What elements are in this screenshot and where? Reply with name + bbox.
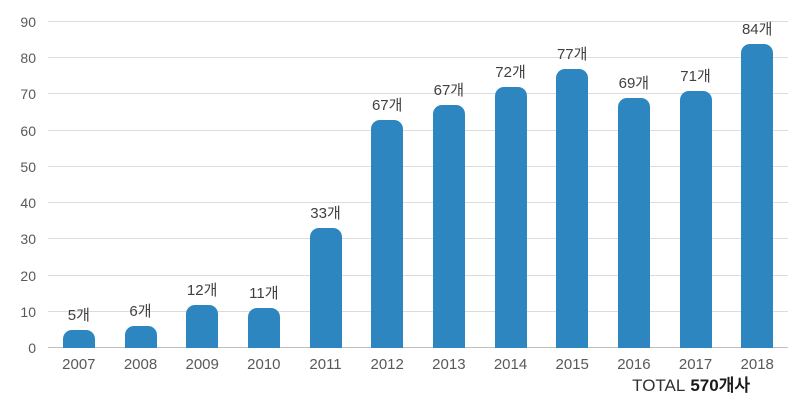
bar	[741, 43, 774, 348]
y-tick-label: 40	[20, 195, 36, 212]
x-tick-label: 2017	[678, 356, 713, 373]
x-axis: 2007 2008 2009 2010 2011 2012 2013 2014 2015 2016…	[48, 356, 788, 374]
y-tick-label: 50	[20, 158, 36, 175]
total-annotation: TOTAL 570개사	[632, 371, 750, 396]
bar-value-label: 12개	[186, 281, 218, 299]
gridline	[48, 202, 788, 204]
bar	[309, 228, 342, 348]
x-tick-label: 2016	[617, 356, 651, 373]
bar-value-label: 72개	[495, 64, 526, 82]
bar	[62, 329, 95, 348]
x-tick-label: 2015	[555, 356, 589, 373]
bar-column: 84개	[726, 22, 788, 348]
y-tick-label: 90	[20, 14, 36, 30]
x-tick-label: 2007	[62, 356, 96, 373]
y-tick-label: 30	[20, 231, 36, 248]
bar	[556, 69, 589, 348]
bar	[432, 105, 465, 348]
y-tick-label: 80	[20, 50, 36, 67]
y-tick-label: 70	[20, 86, 36, 103]
bar-column: 6개	[110, 22, 172, 348]
gridline	[48, 238, 788, 240]
bar	[679, 90, 712, 348]
bar	[494, 87, 527, 348]
total-label: TOTAL	[632, 376, 686, 395]
gridline	[48, 274, 788, 276]
bar-column: 12개	[171, 22, 233, 348]
x-tick-label: 2009	[185, 356, 219, 373]
bar-value-label: 77개	[556, 46, 588, 64]
total-value: 570개사	[690, 376, 750, 395]
bar	[124, 326, 157, 348]
bar	[617, 98, 650, 348]
x-tick-label: 2011	[309, 356, 342, 373]
bar-value-label: 71개	[680, 67, 711, 85]
y-axis: 0 10 20 30 40 50 60 70 80 90	[0, 15, 40, 355]
x-tick-label: 2010	[247, 356, 281, 373]
plot-area: 5개 6개 12개 11개 33개 67개 67개 72개 77개 69개 71개 84개	[48, 21, 788, 348]
x-tick-label: 2008	[123, 356, 158, 373]
bar	[186, 304, 219, 348]
y-tick-label: 60	[20, 122, 36, 139]
bar-value-label: 67개	[433, 82, 465, 100]
bar-value-label: 5개	[67, 306, 90, 324]
bar-column: 67개	[356, 22, 418, 348]
gridline	[48, 165, 788, 167]
bar-column: 69개	[603, 22, 665, 348]
bar-value-label: 33개	[310, 205, 341, 223]
bar-column: 11개	[233, 22, 295, 348]
bar-value-label: 69개	[618, 75, 650, 93]
y-tick-label: 20	[20, 267, 36, 284]
bar-value-label: 67개	[371, 96, 403, 114]
gridline	[48, 347, 788, 348]
bar-value-label: 11개	[249, 285, 279, 303]
y-tick-label: 10	[20, 303, 36, 320]
bar-column: 67개	[418, 22, 480, 348]
bar-column: 71개	[665, 22, 727, 348]
bar-value-label: 6개	[129, 303, 152, 321]
gridline	[48, 129, 788, 131]
bar-column: 72개	[480, 22, 542, 348]
bar	[247, 308, 280, 348]
bar-columns: 5개 6개 12개 11개 33개 67개 67개 72개 77개 69개 71개 84개	[48, 22, 788, 348]
bar-value-label: 84개	[741, 20, 773, 38]
x-tick-label: 2013	[432, 356, 466, 373]
y-tick-label: 0	[28, 340, 36, 356]
x-tick-label: 2012	[370, 356, 404, 373]
gridline	[48, 57, 788, 59]
gridline	[48, 21, 788, 22]
bar-column: 33개	[295, 22, 357, 348]
bar-column: 5개	[48, 22, 110, 348]
gridline	[48, 310, 788, 312]
x-tick-label: 2018	[740, 356, 774, 373]
x-tick-label: 2014	[493, 356, 528, 373]
bar	[371, 119, 404, 348]
bar-column: 77개	[541, 22, 603, 348]
gridline	[48, 93, 788, 95]
